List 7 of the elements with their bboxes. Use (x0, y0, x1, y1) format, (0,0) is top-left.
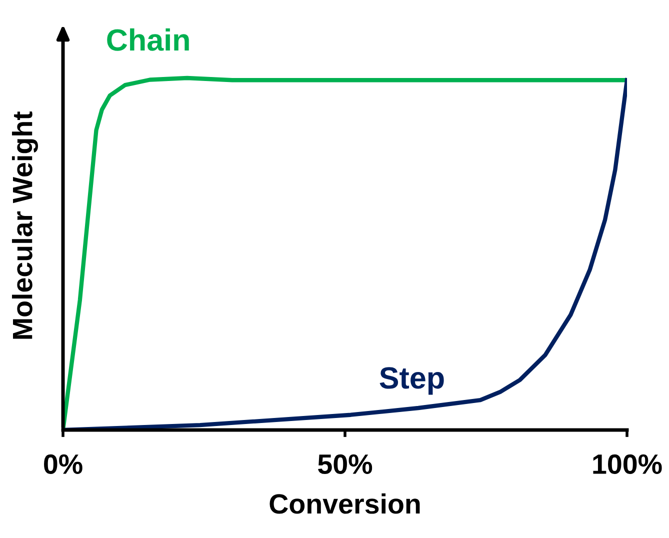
x-tick-label: 100% (593, 454, 662, 474)
x-axis-title: Conversion (270, 493, 420, 514)
series-label: Step (380, 367, 444, 395)
series-label: Chain (107, 28, 189, 51)
y-axis-title: Molecular Weight (12, 111, 38, 339)
x-tick-label: 0% (44, 454, 82, 474)
x-tick-label: 50% (318, 454, 372, 474)
